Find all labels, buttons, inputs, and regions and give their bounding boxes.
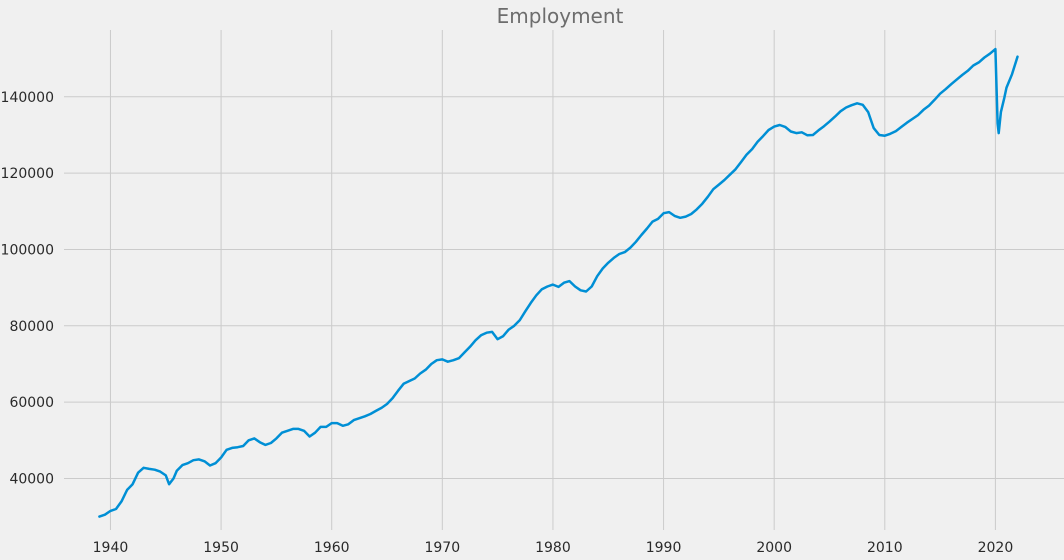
x-tick-label: 2000	[756, 540, 792, 556]
y-tick-label: 40000	[9, 471, 54, 487]
x-gridlines	[109, 30, 996, 530]
y-tick-label: 60000	[9, 395, 54, 411]
series-layer	[98, 47, 1019, 518]
x-tick-labels: 1940 1950 1960 1970 1980 1990 2000 2010 2020	[93, 540, 1014, 556]
x-tick-label: 1940	[93, 540, 129, 556]
x-tick-label: 1970	[424, 540, 460, 556]
x-tick-label: 2020	[978, 540, 1014, 556]
x-tick-label: 1960	[314, 540, 350, 556]
y-tick-label: 120000	[1, 166, 54, 182]
x-tick-label: 1950	[203, 540, 239, 556]
y-tick-label: 140000	[1, 90, 54, 106]
y-tick-labels: 40000 60000 80000 100000 120000 140000	[1, 90, 54, 488]
y-tick-label: 100000	[1, 242, 54, 258]
x-tick-label: 1990	[646, 540, 682, 556]
series-line	[98, 47, 1019, 518]
x-tick-label: 1980	[535, 540, 571, 556]
x-tick-label: 2010	[867, 540, 903, 556]
y-gridlines	[64, 96, 1064, 479]
chart-title: Employment	[496, 4, 624, 28]
y-tick-label: 80000	[9, 319, 54, 335]
